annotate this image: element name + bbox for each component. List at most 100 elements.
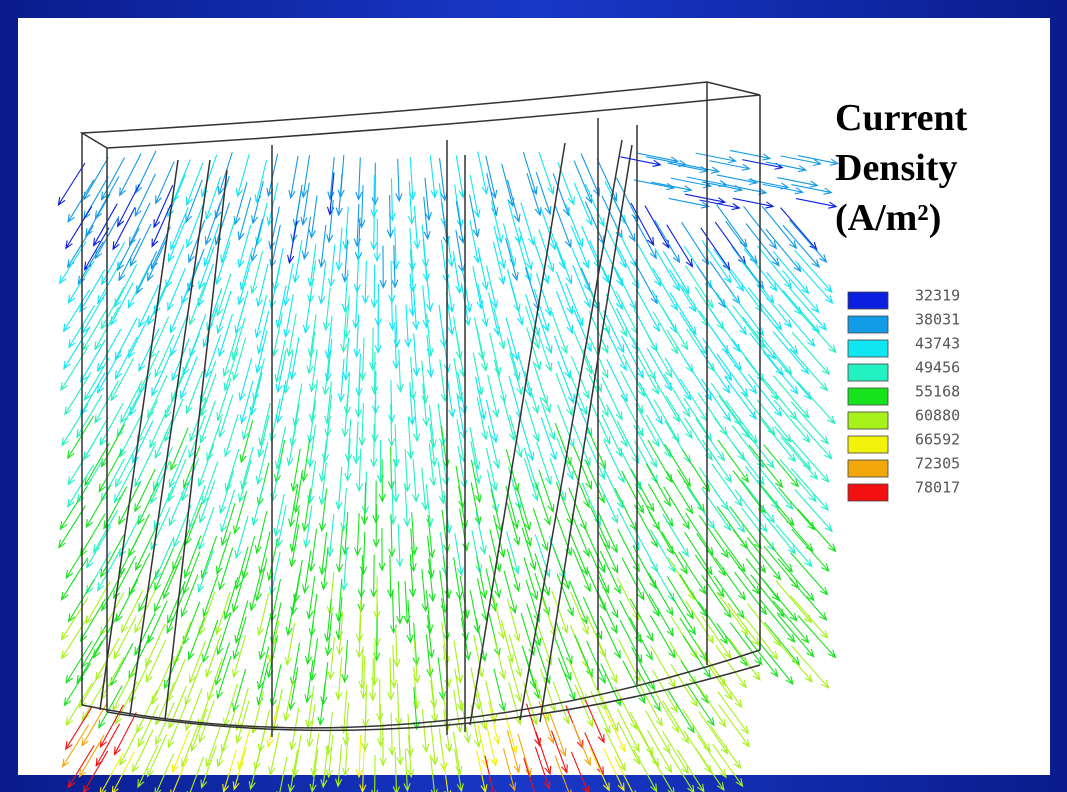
arrow — [757, 332, 791, 374]
arrow — [242, 397, 254, 439]
arrow — [353, 421, 359, 463]
arrow — [460, 508, 469, 550]
arrow — [636, 289, 659, 331]
arrow — [100, 403, 123, 445]
arrow — [553, 173, 569, 215]
arrow — [66, 683, 92, 725]
arrow — [631, 469, 654, 511]
arrow — [64, 663, 90, 705]
arrow — [224, 414, 238, 456]
arrow — [259, 617, 270, 659]
legend-label: 43743 — [915, 335, 960, 353]
arrow — [622, 336, 644, 378]
arrow — [397, 350, 403, 392]
arrow — [667, 471, 693, 513]
arrow — [733, 198, 773, 208]
arrow — [155, 569, 174, 611]
arrow — [470, 220, 480, 262]
arrow — [447, 375, 455, 417]
arrow — [590, 241, 609, 283]
arrow — [616, 292, 637, 334]
arrow — [534, 241, 549, 283]
arrow — [396, 683, 402, 725]
arrow — [235, 291, 248, 333]
arrow — [742, 317, 775, 359]
arrow — [622, 471, 644, 513]
arrow — [623, 354, 645, 396]
arrow — [269, 207, 280, 249]
arrow — [616, 178, 637, 220]
arrow — [571, 226, 588, 268]
arrow — [797, 381, 835, 423]
arrow — [680, 574, 707, 616]
arrow — [718, 691, 748, 733]
arrow — [598, 689, 618, 731]
arrow — [199, 481, 214, 523]
arrow — [556, 622, 572, 664]
arrow — [503, 223, 515, 265]
arrow — [191, 709, 207, 751]
arrow — [454, 690, 463, 732]
arrow — [409, 228, 415, 270]
arrow — [201, 536, 216, 578]
arrow — [526, 268, 540, 310]
legend-label: 72305 — [915, 455, 960, 473]
arrow — [455, 533, 464, 575]
arrow — [422, 709, 428, 751]
arrow — [393, 424, 399, 466]
arrow — [171, 756, 188, 792]
arrow — [81, 625, 106, 667]
arrow — [494, 226, 506, 268]
arrow — [429, 559, 436, 601]
arrow — [60, 487, 86, 529]
arrow — [426, 590, 433, 632]
arrow — [648, 440, 672, 482]
legend: 3231938031437434945655168608806659272305… — [848, 287, 960, 502]
arrow — [781, 156, 821, 166]
arrow — [289, 156, 298, 198]
arrow — [461, 700, 470, 742]
arrow — [135, 174, 155, 216]
arrow — [766, 162, 806, 172]
arrow — [361, 482, 367, 524]
arrow — [680, 618, 707, 660]
arrow — [718, 440, 748, 482]
arrow — [521, 203, 535, 245]
arrow — [380, 246, 386, 288]
arrow — [321, 662, 328, 704]
arrow — [427, 335, 434, 377]
arrow — [493, 597, 504, 639]
arrow — [423, 383, 429, 425]
arrow — [413, 333, 419, 375]
arrow — [309, 594, 317, 636]
arrow — [252, 181, 264, 223]
arrow — [96, 724, 119, 766]
arrow — [336, 658, 342, 700]
vector-field — [58, 150, 837, 792]
arrow — [715, 558, 745, 600]
arrow — [232, 570, 245, 612]
arrow — [454, 317, 463, 359]
arrow — [486, 448, 497, 490]
arrow — [581, 226, 599, 268]
arrow — [539, 470, 554, 512]
arrow — [114, 617, 136, 659]
title-line: Density — [835, 147, 957, 189]
arrow — [477, 397, 487, 439]
arrow — [238, 262, 251, 304]
arrow — [336, 228, 342, 270]
arrow — [257, 264, 268, 306]
arrow — [633, 337, 656, 379]
arrow — [683, 709, 710, 751]
arrow — [81, 340, 106, 382]
arrow — [509, 376, 522, 418]
arrow — [697, 265, 726, 307]
arrow — [539, 229, 554, 271]
arrow — [438, 403, 445, 445]
arrow — [221, 710, 235, 752]
arrow — [139, 569, 159, 611]
arrow — [341, 548, 347, 590]
arrow — [199, 507, 214, 549]
arrow — [762, 206, 796, 248]
arrow — [597, 591, 617, 633]
